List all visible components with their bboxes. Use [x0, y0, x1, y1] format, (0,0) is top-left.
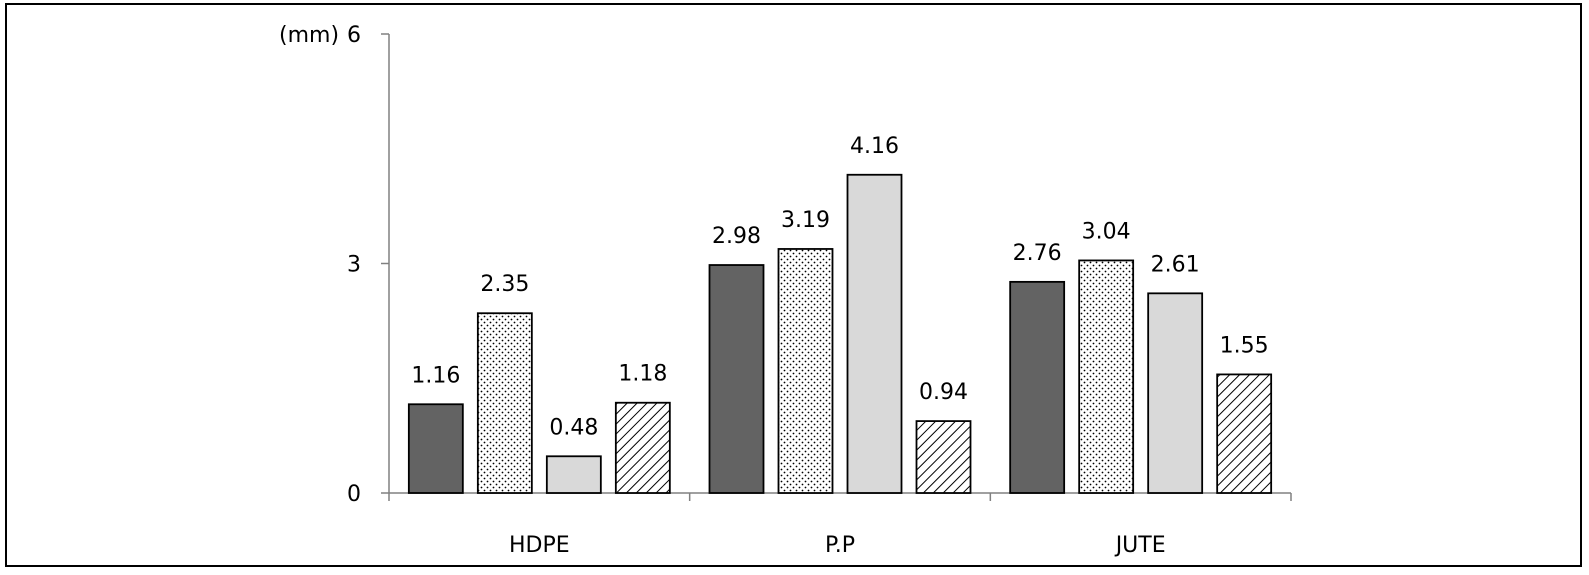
bar-dotted	[1078, 259, 1135, 494]
bar-solid-light	[846, 173, 903, 494]
bar-dotted	[476, 312, 533, 494]
data-label: 2.98	[712, 224, 761, 249]
x-ticks	[388, 493, 1292, 501]
data-label: 3.04	[1082, 219, 1131, 244]
bar-hatched	[614, 401, 671, 494]
category-label: P.P	[825, 533, 855, 558]
data-label: 2.61	[1151, 252, 1200, 277]
data-label: 1.18	[618, 362, 667, 387]
bar-solid-light	[1147, 292, 1204, 494]
data-label: 1.55	[1220, 333, 1269, 358]
bar-solid-dark	[1009, 280, 1066, 494]
data-label: 4.16	[850, 134, 899, 159]
bar-hatched	[915, 420, 972, 494]
y-tick-label: 6	[347, 23, 361, 48]
data-label: 0.94	[919, 380, 968, 405]
y-tick-label: 0	[347, 482, 361, 507]
category-labels: HDPE P.P JUTE	[509, 533, 1166, 558]
category-label: HDPE	[509, 533, 570, 558]
value-labels: 1.16 2.35 0.48 1.18 2.98 3.19 4.16 0.94 2.76 3.04…	[411, 134, 1268, 441]
data-label: 2.35	[480, 272, 529, 297]
bar-solid-dark	[708, 264, 765, 494]
category-label: JUTE	[1114, 533, 1166, 558]
data-label: 1.16	[411, 363, 460, 388]
bar-dotted	[777, 248, 834, 494]
data-label: 3.19	[781, 208, 830, 233]
bar-solid-dark	[407, 403, 464, 494]
data-label: 2.76	[1013, 241, 1062, 266]
y-unit-label: (mm)	[279, 23, 339, 48]
y-tick-label: 3	[347, 253, 361, 278]
y-ticks: 0 3 6	[347, 23, 389, 507]
bars	[407, 173, 1273, 494]
bar-hatched	[1216, 373, 1273, 494]
bar-solid-light	[545, 455, 602, 494]
data-label: 0.48	[549, 415, 598, 440]
